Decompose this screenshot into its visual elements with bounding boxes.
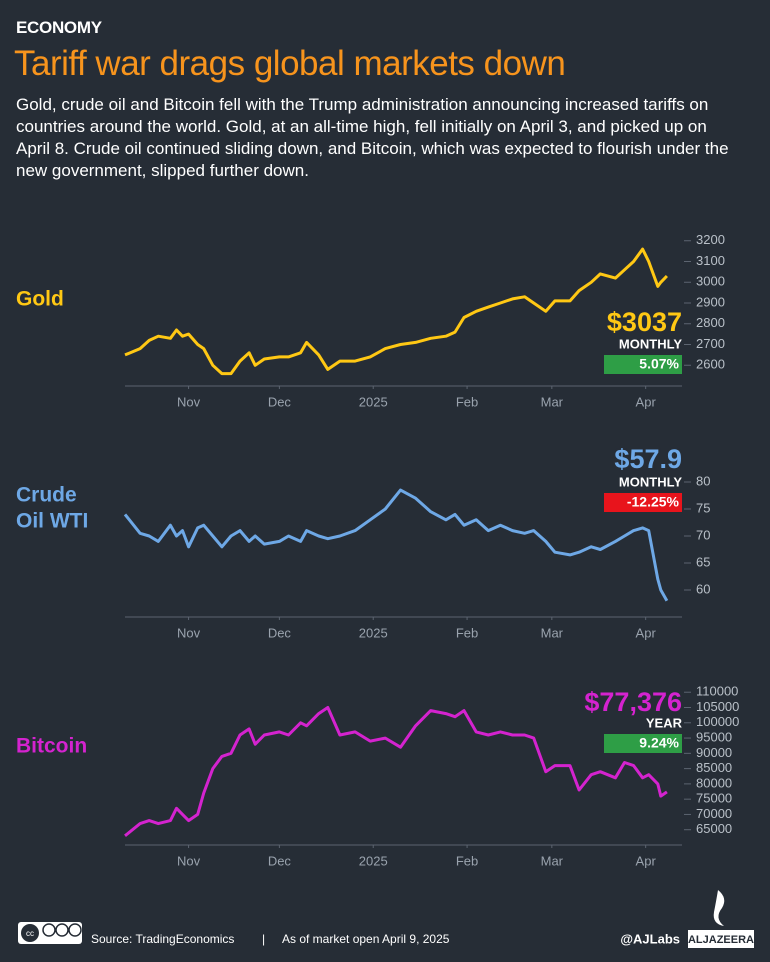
source: Source: TradingEconomics: [91, 932, 234, 946]
x-tick-label: Nov: [177, 394, 201, 409]
y-tick-label: 65000: [696, 821, 732, 836]
y-tick-label: 2900: [696, 294, 725, 309]
x-tick-label: Mar: [541, 625, 564, 640]
logo: [688, 890, 754, 948]
y-tick-label: 105000: [696, 699, 739, 714]
price: $57.9: [614, 444, 682, 474]
series-label: Bitcoin: [16, 735, 87, 758]
period: YEAR: [646, 715, 683, 730]
y-tick-label: 70: [696, 527, 710, 542]
kicker: ECONOMY: [16, 18, 102, 37]
period: MONTHLY: [619, 336, 682, 351]
change-box: [604, 493, 682, 512]
y-tick-label: 60: [696, 581, 710, 596]
svg-text:cc: cc: [26, 929, 34, 938]
price: $3037: [607, 307, 682, 337]
x-tick-label: Dec: [268, 625, 292, 640]
series-label: Crude: [16, 484, 77, 507]
x-tick-label: Dec: [268, 394, 292, 409]
y-tick-label: 70000: [696, 806, 732, 821]
x-tick-label: Mar: [541, 394, 564, 409]
series-label: Gold: [16, 288, 64, 311]
series-line: [123, 488, 669, 602]
y-tick-label: 80: [696, 473, 710, 488]
period: MONTHLY: [619, 474, 682, 489]
x-tick-label: 2025: [359, 394, 388, 409]
x-tick-label: 2025: [359, 853, 388, 868]
separator: |: [262, 932, 265, 946]
x-tick-label: 2025: [359, 625, 388, 640]
change: 5.07%: [639, 356, 679, 372]
y-tick-label: 100000: [696, 714, 739, 729]
price: $77,376: [584, 687, 682, 717]
x-tick-label: Apr: [636, 394, 657, 409]
brand: ALJAZEERA: [688, 934, 754, 946]
y-tick-label: 75000: [696, 791, 732, 806]
y-tick-label: 3000: [696, 274, 725, 289]
y-tick-label: 75: [696, 500, 710, 515]
subtitle: Gold, crude oil and Bitcoin fell with th…: [16, 95, 729, 180]
series-line: [124, 247, 668, 376]
change: 9.24%: [639, 735, 679, 751]
y-tick-label: 65: [696, 554, 710, 569]
series-label: Oil WTI: [16, 510, 88, 533]
y-tick-label: 3200: [696, 232, 725, 247]
x-tick-label: Feb: [456, 394, 478, 409]
x-tick-label: Nov: [177, 625, 201, 640]
x-tick-label: Apr: [636, 853, 657, 868]
handle: @AJLabs: [620, 931, 680, 946]
x-tick-label: Mar: [541, 853, 564, 868]
y-tick-label: 90000: [696, 745, 732, 760]
series-line: [124, 706, 668, 837]
x-tick-label: Feb: [456, 853, 478, 868]
x-tick-label: Nov: [177, 853, 201, 868]
y-tick-label: 3100: [696, 253, 725, 268]
y-tick-label: 80000: [696, 775, 732, 790]
x-tick-label: Dec: [268, 853, 292, 868]
panel: Bitcoin Nov Dec 2025 Feb Mar Apr 65000700007500…: [16, 684, 739, 869]
title: Tariff war drags global markets down: [14, 44, 566, 83]
panel: Gold Nov Dec 2025 Feb Mar Apr 2600 2700 2800 2900 3…: [16, 232, 725, 409]
y-tick-label: 2800: [696, 315, 725, 330]
panel: Crude Oil WTI Nov Dec 2025 Feb Mar Apr 60 65 70 75 8…: [16, 442, 710, 640]
y-tick-label: 95000: [696, 729, 732, 744]
y-tick-label: 2700: [696, 336, 725, 351]
cc-badge: cc: [18, 922, 82, 944]
y-tick-label: 85000: [696, 760, 732, 775]
change-box: [604, 355, 682, 374]
as-of: As of market open April 9, 2025: [282, 932, 450, 946]
change: -12.25%: [627, 494, 680, 510]
y-tick-label: 2600: [696, 357, 725, 372]
y-tick-label: 110000: [696, 684, 738, 699]
change-box: [604, 734, 682, 753]
x-tick-label: Apr: [636, 625, 657, 640]
x-tick-label: Feb: [456, 625, 478, 640]
